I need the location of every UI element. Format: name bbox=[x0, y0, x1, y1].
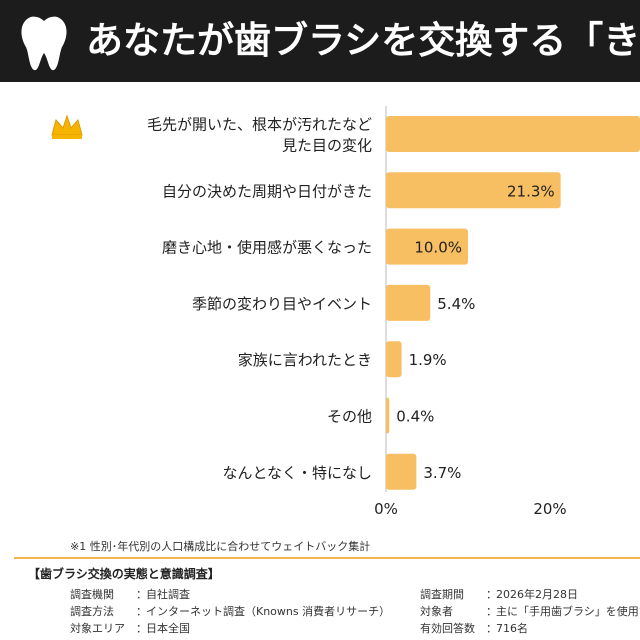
survey-row-method: 調査方法 ：インターネット調査（Knowns 消費者リサーチ） bbox=[70, 603, 390, 619]
survey-row-responses: 有効回答数 ：716名 bbox=[420, 620, 528, 636]
bar bbox=[386, 397, 390, 434]
category-label: 自分の決めた周期や日付がきた bbox=[162, 182, 372, 200]
survey-value: 2026年2月28日 bbox=[496, 588, 578, 601]
survey-colon: ： bbox=[486, 588, 497, 601]
survey-row-period: 調査期間 ：2026年2月28日 bbox=[420, 586, 578, 602]
survey-row-organization: 調査機関 ：自社調査 bbox=[70, 586, 190, 602]
survey-value: 主に「手用歯ブラシ」を使用す bbox=[496, 605, 640, 618]
value-label: 3.7% bbox=[423, 464, 461, 482]
chart-area: 毛先が開いた、根本が汚れたなど見た目の変化自分の決めた周期や日付がきた 21.3%… bbox=[0, 82, 640, 545]
bar bbox=[386, 228, 468, 265]
survey-colon: ： bbox=[486, 605, 497, 618]
title-banner: あなたが歯ブラシを交換する「き bbox=[0, 0, 640, 82]
page-title: あなたが歯ブラシを交換する「き bbox=[86, 19, 640, 62]
value-label: 1.9% bbox=[409, 351, 447, 369]
survey-key: 調査機関 bbox=[70, 588, 114, 601]
survey-colon: ： bbox=[486, 622, 497, 635]
survey-value: インターネット調査（Knowns 消費者リサーチ） bbox=[146, 605, 391, 618]
bar bbox=[386, 172, 561, 209]
category-label: 季節の変わり目やイベント bbox=[192, 295, 372, 313]
category-label: 家族に言われたとき bbox=[238, 351, 372, 369]
tooth-icon bbox=[21, 16, 67, 71]
survey-key: 調査方法 bbox=[70, 605, 114, 618]
crown-icon-base bbox=[52, 135, 82, 139]
x-tick-label: 0% bbox=[374, 500, 398, 518]
category-label: その他 bbox=[327, 408, 372, 426]
category-label: 毛先が開いた、根本が汚れたなど bbox=[147, 116, 372, 134]
survey-value: 716名 bbox=[496, 622, 528, 635]
footnote: ※1 性別･年代別の人口構成比に合わせてウェイトバック集計 bbox=[70, 540, 371, 553]
survey-key: 有効回答数 bbox=[420, 622, 475, 635]
survey-colon: ： bbox=[136, 588, 147, 601]
survey-key: 調査期間 bbox=[420, 588, 464, 601]
bar bbox=[386, 453, 417, 490]
category-label: なんとなく・特になし bbox=[222, 464, 372, 482]
survey-value: 自社調査 bbox=[146, 588, 190, 601]
survey-colon: ： bbox=[136, 622, 147, 635]
survey-row-area: 対象エリア ：日本全国 bbox=[70, 620, 190, 636]
value-label: 21.3% bbox=[507, 182, 555, 200]
survey-title: 【歯ブラシ交換の実態と意識調査】 bbox=[28, 567, 220, 581]
category-label: 見た目の変化 bbox=[282, 137, 372, 155]
value-label: 0.4% bbox=[396, 408, 434, 426]
value-label: 10.0% bbox=[414, 239, 462, 257]
category-label: 磨き心地・使用感が悪くなった bbox=[162, 239, 372, 257]
survey-value: 日本全国 bbox=[146, 622, 190, 635]
crown-icon bbox=[51, 114, 83, 136]
value-label: 5.4% bbox=[437, 295, 475, 313]
survey-key: 対象者 bbox=[420, 605, 453, 618]
bar bbox=[386, 116, 640, 152]
survey-colon: ： bbox=[136, 605, 147, 618]
bar bbox=[386, 341, 402, 378]
divider bbox=[14, 557, 640, 559]
bar bbox=[386, 284, 431, 321]
survey-row-target: 対象者 ：主に「手用歯ブラシ」を使用す bbox=[420, 603, 640, 619]
x-tick-label: 20% bbox=[533, 500, 566, 518]
survey-key: 対象エリア bbox=[70, 622, 125, 635]
